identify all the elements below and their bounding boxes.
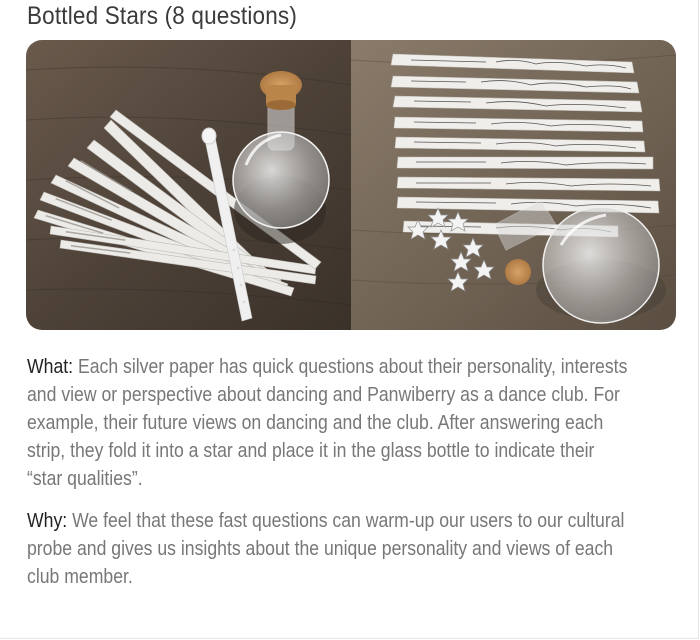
probe-photo xyxy=(26,40,676,330)
glass-bottle-left xyxy=(232,71,330,244)
why-label: Why: xyxy=(27,509,68,532)
glass-bottle-right xyxy=(493,199,666,324)
page-title: Bottled Stars (8 questions) xyxy=(27,2,297,30)
what-paragraph: What: Each silver paper has quick questi… xyxy=(27,353,629,493)
what-label: What: xyxy=(27,355,74,378)
why-text: We feel that these fast questions can wa… xyxy=(27,509,625,588)
what-text: Each silver paper has quick questions ab… xyxy=(27,355,628,490)
cork-right xyxy=(505,259,531,285)
pen-wand xyxy=(201,127,253,322)
folded-stars xyxy=(407,207,495,292)
why-paragraph: Why: We feel that these fast questions c… xyxy=(27,507,629,591)
